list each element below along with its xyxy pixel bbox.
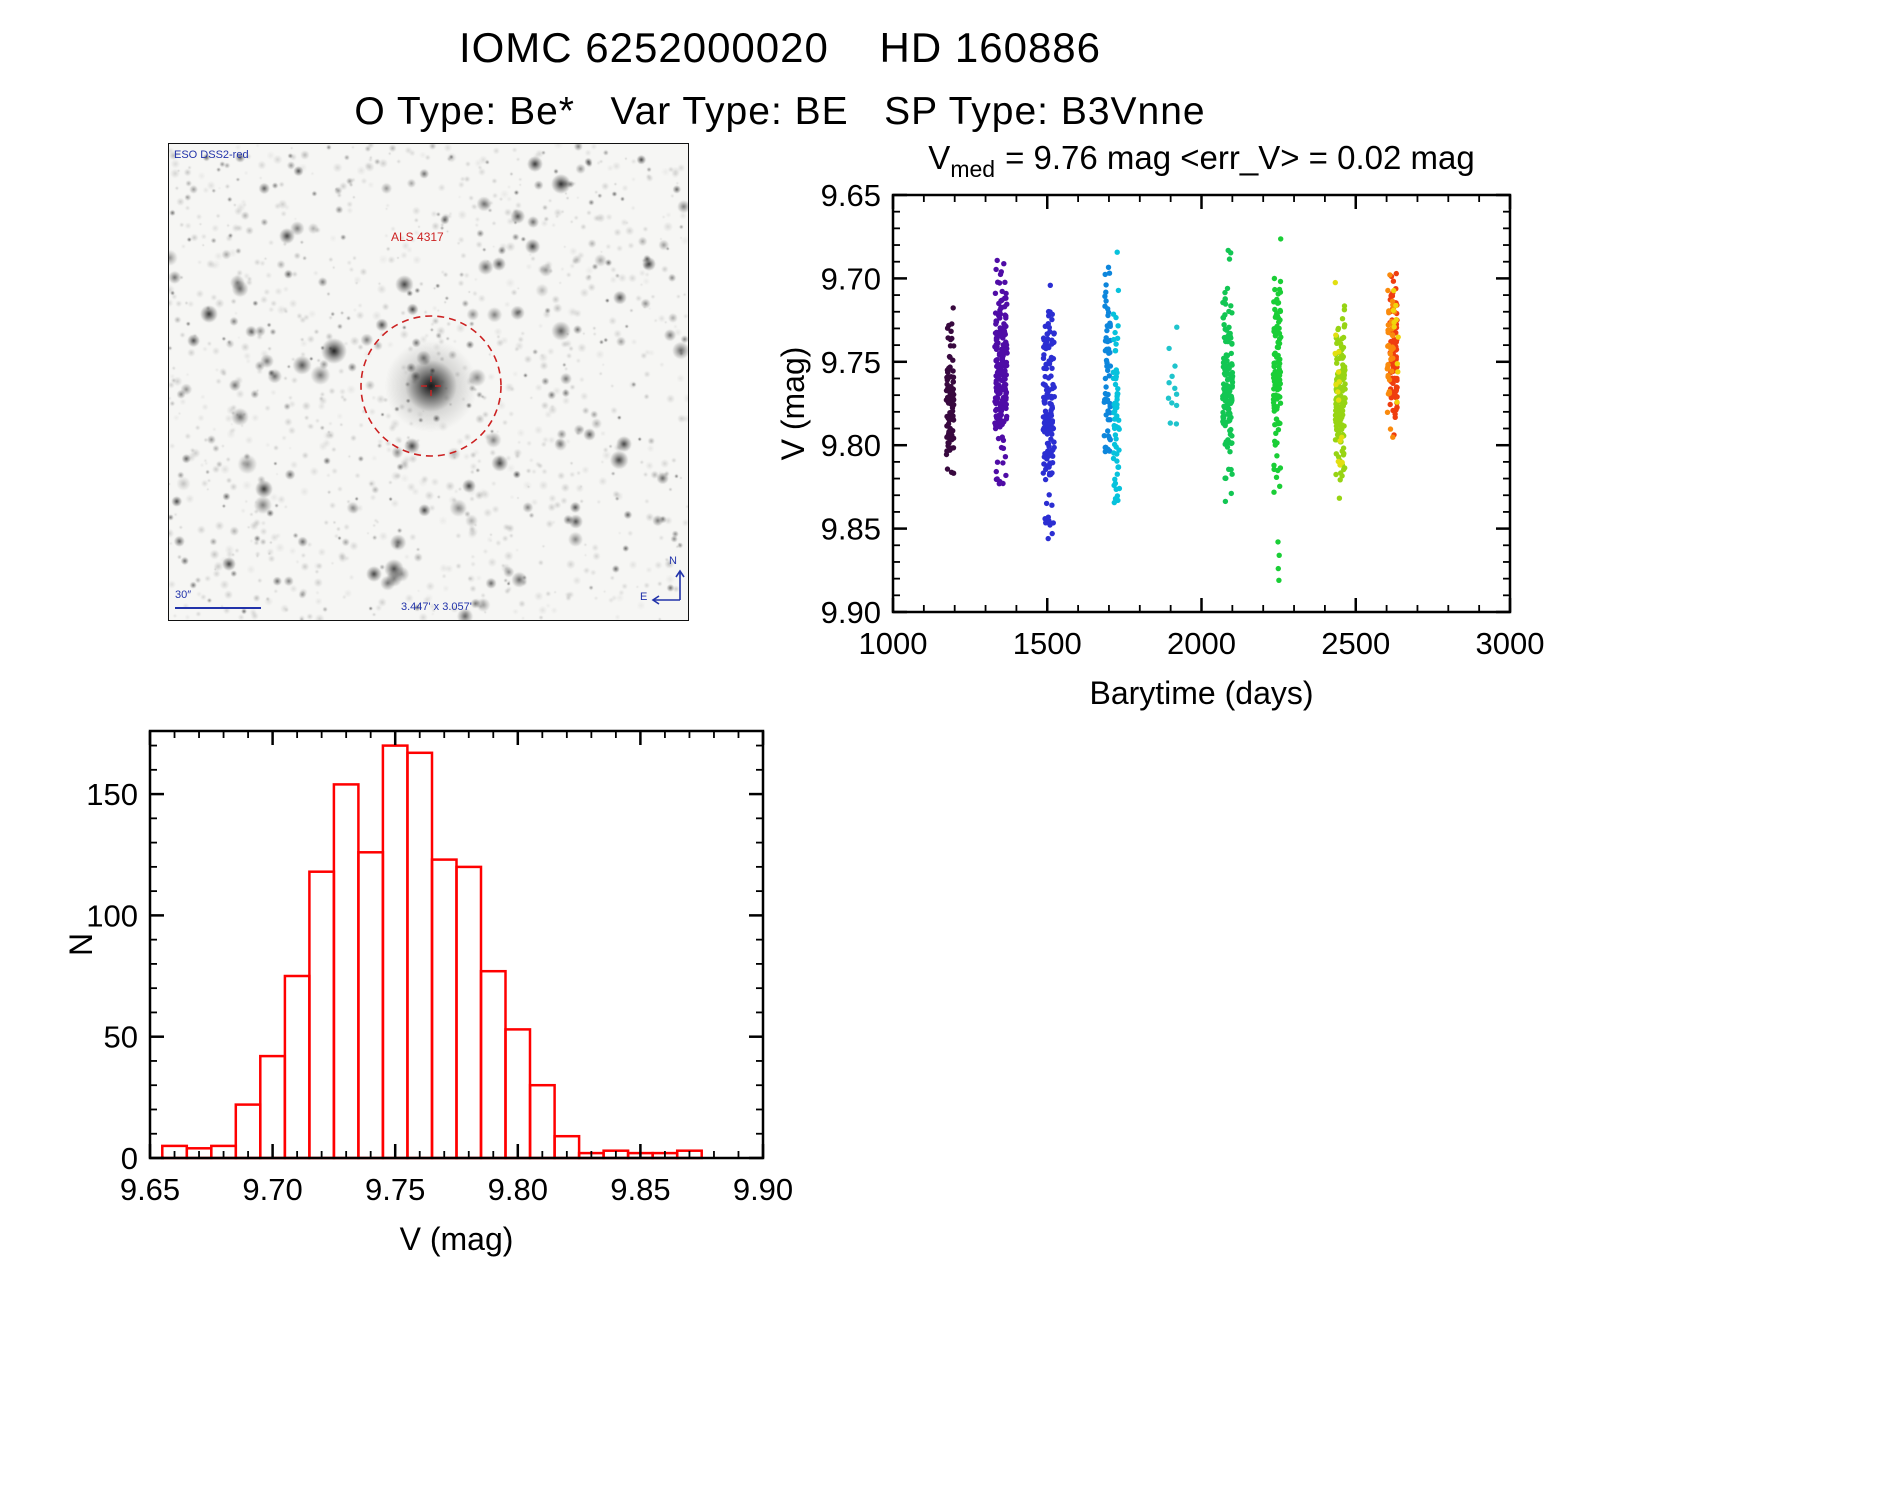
compass-east-label: E (640, 591, 648, 603)
svg-text:9.70: 9.70 (242, 1172, 302, 1207)
svg-text:3000: 3000 (1476, 626, 1545, 661)
svg-text:2000: 2000 (1167, 626, 1236, 661)
scatter-xlabel: Barytime (days) (1089, 675, 1313, 711)
starfield-canvas (169, 144, 688, 620)
svg-text:9.75: 9.75 (821, 345, 881, 380)
histogram-tick-labels: 9.65 9.70 9.75 9.80 9.85 9.90 0 50 100 150 (86, 777, 793, 1207)
svg-text:100: 100 (86, 898, 138, 933)
histogram-axes (148, 729, 765, 1160)
histogram-ylabel: N (63, 933, 99, 956)
svg-text:9.80: 9.80 (488, 1172, 548, 1207)
compass-icon (651, 569, 685, 605)
histogram-svg: 9.65 9.70 9.75 9.80 9.85 9.90 0 50 100 150 V (mag)… (63, 729, 793, 1257)
lightcurve-svg: 1000 1500 2000 2500 3000 9.65 9.70 9.75 9.80 9.85… (775, 139, 1545, 711)
svg-text:150: 150 (86, 777, 138, 812)
svg-text:9.85: 9.85 (610, 1172, 670, 1207)
page-title: IOMC 6252000020 HD 160886 (458, 24, 1102, 71)
target-label: ALS 4317 (391, 230, 444, 244)
starfield-image: ESO DSS2-red ALS 4317 30″ 3.447' x 3.057… (168, 143, 689, 621)
compass-north-label: N (669, 555, 677, 567)
svg-text:9.75: 9.75 (365, 1172, 425, 1207)
svg-text:0: 0 (121, 1141, 138, 1176)
svg-text:50: 50 (104, 1020, 138, 1055)
svg-text:9.70: 9.70 (821, 261, 881, 296)
svg-text:1000: 1000 (859, 626, 928, 661)
scatter-title: Vmed = 9.76 mag <err_V> = 0.02 mag (928, 139, 1474, 182)
scatter-points (943, 236, 1401, 583)
scatter-tick-labels: 1000 1500 2000 2500 3000 9.65 9.70 9.75 9.80 9.85… (821, 178, 1545, 661)
svg-text:2500: 2500 (1321, 626, 1390, 661)
target-circle (360, 315, 502, 457)
svg-text:9.90: 9.90 (821, 595, 881, 630)
svg-text:9.80: 9.80 (821, 428, 881, 463)
scatter-axes (891, 193, 1512, 614)
starfield-overlay (175, 315, 685, 609)
svg-text:9.65: 9.65 (120, 1172, 180, 1207)
lightcurve-plot: 1000 1500 2000 2500 3000 9.65 9.70 9.75 9.80 9.85… (770, 135, 1580, 720)
scatter-ylabel: V (mag) (775, 347, 811, 461)
scale-bar-label: 30″ (175, 589, 192, 601)
svg-text:9.85: 9.85 (821, 512, 881, 547)
fov-label: 3.447' x 3.057' (401, 601, 472, 613)
svg-text:1500: 1500 (1013, 626, 1082, 661)
page-subtitle: O Type: Be* Var Type: BE SP Type: B3Vnne (354, 90, 1206, 133)
histogram-xlabel: V (mag) (400, 1221, 514, 1257)
histogram-bars (161, 744, 703, 1160)
survey-label: ESO DSS2-red (174, 149, 249, 161)
svg-text:9.65: 9.65 (821, 178, 881, 213)
target-crosshair-icon (421, 376, 441, 396)
svg-text:9.90: 9.90 (733, 1172, 793, 1207)
magnitude-histogram: 9.65 9.70 9.75 9.80 9.85 9.90 0 50 100 150 V (mag)… (40, 718, 810, 1298)
